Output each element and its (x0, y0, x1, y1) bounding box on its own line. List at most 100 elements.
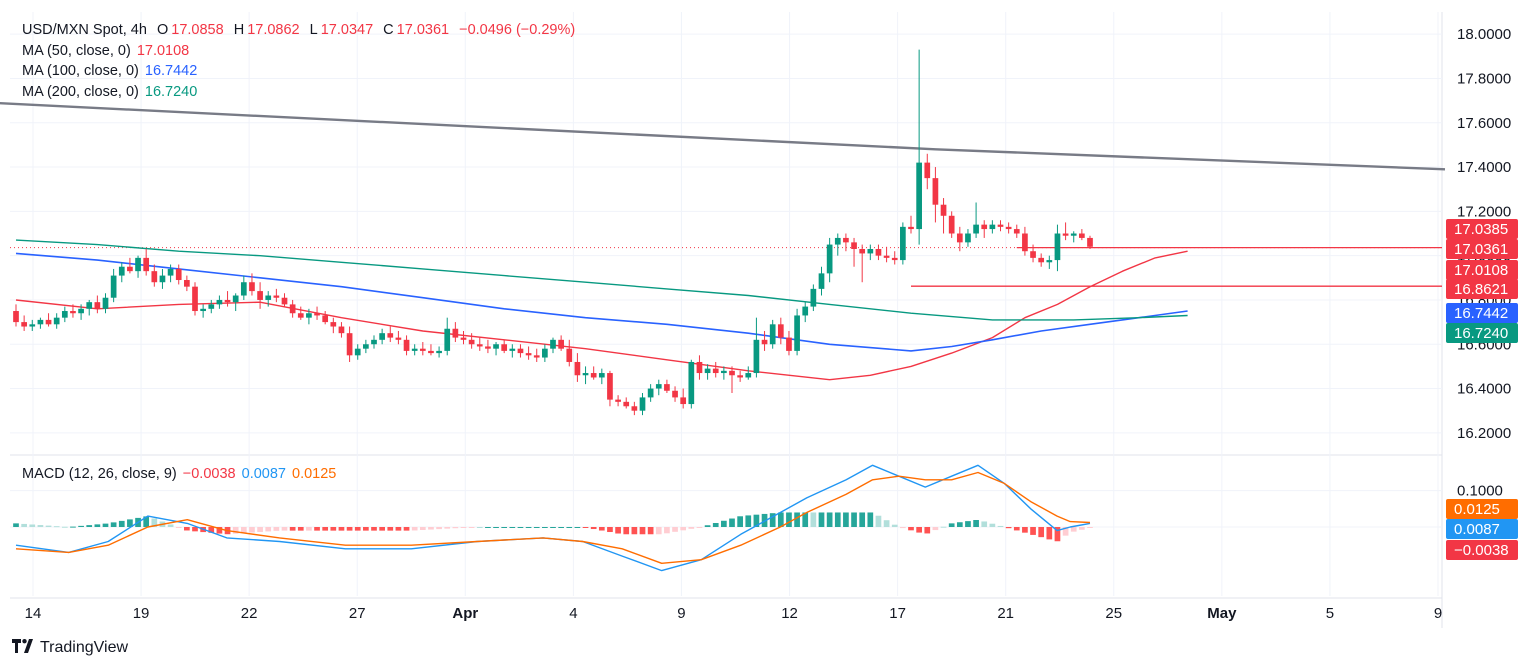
candle[interactable] (110, 275, 117, 298)
candle[interactable] (875, 249, 882, 256)
candle[interactable] (37, 319, 44, 325)
candle[interactable] (647, 388, 654, 398)
candle[interactable] (501, 344, 508, 351)
candle[interactable] (973, 224, 979, 234)
candle[interactable] (989, 224, 996, 230)
candle[interactable] (598, 373, 605, 378)
candle[interactable] (932, 178, 939, 205)
candle[interactable] (891, 257, 898, 261)
candle[interactable] (623, 401, 630, 407)
candle[interactable] (53, 317, 60, 325)
candle[interactable] (802, 306, 809, 316)
candle[interactable] (102, 297, 109, 309)
candle[interactable] (680, 397, 687, 405)
candle[interactable] (184, 280, 190, 287)
candle[interactable] (151, 271, 158, 283)
candle[interactable] (419, 348, 426, 351)
candle[interactable] (127, 266, 133, 272)
interval[interactable]: 4h (130, 22, 147, 38)
candle[interactable] (314, 313, 320, 316)
candle[interactable] (265, 295, 272, 300)
candle[interactable] (159, 275, 166, 283)
ma50-line[interactable] (15, 250, 1188, 381)
candle[interactable] (940, 204, 947, 216)
candle[interactable] (826, 244, 833, 274)
candle[interactable] (78, 308, 84, 314)
candle[interactable] (525, 353, 532, 356)
candle[interactable] (704, 368, 711, 374)
candle[interactable] (330, 322, 337, 327)
candle[interactable] (476, 344, 483, 347)
candle[interactable] (721, 370, 727, 374)
candle[interactable] (956, 233, 963, 243)
candle[interactable] (428, 350, 434, 354)
candle[interactable] (403, 339, 410, 351)
candle[interactable] (786, 337, 792, 351)
candle[interactable] (216, 299, 223, 305)
candle[interactable] (737, 375, 743, 378)
candle[interactable] (1030, 251, 1036, 258)
candle[interactable] (550, 339, 556, 349)
candle[interactable] (346, 333, 353, 356)
candle[interactable] (94, 302, 101, 309)
candle[interactable] (135, 257, 141, 272)
candle[interactable] (818, 273, 825, 289)
candle[interactable] (411, 348, 418, 351)
candle[interactable] (745, 373, 752, 378)
candle[interactable] (118, 266, 125, 276)
candle[interactable] (1005, 226, 1012, 230)
candle[interactable] (607, 373, 613, 400)
candle[interactable] (208, 304, 215, 309)
candle[interactable] (729, 370, 735, 376)
candle[interactable] (867, 249, 874, 254)
candle[interactable] (916, 162, 922, 230)
candle[interactable] (232, 295, 239, 303)
candle[interactable] (175, 268, 182, 281)
candle[interactable] (452, 328, 459, 338)
candle[interactable] (395, 337, 402, 340)
signal-line[interactable] (15, 471, 1091, 564)
candle[interactable] (70, 311, 76, 314)
symbol-name[interactable]: USD/MXN Spot (22, 22, 123, 38)
candle[interactable] (322, 315, 329, 323)
candle[interactable] (688, 361, 695, 405)
candle[interactable] (965, 233, 971, 243)
candle[interactable] (493, 344, 499, 349)
candle[interactable] (908, 226, 914, 230)
candle[interactable] (192, 286, 198, 312)
candle[interactable] (558, 339, 564, 349)
candle[interactable] (631, 406, 638, 411)
candle[interactable] (281, 297, 288, 305)
ma100-line[interactable] (15, 252, 1188, 352)
candle[interactable] (371, 339, 377, 345)
candle[interactable] (1038, 257, 1045, 263)
candle[interactable] (883, 255, 890, 258)
candle[interactable] (1079, 233, 1085, 238)
candle[interactable] (981, 224, 988, 230)
candle[interactable] (769, 324, 776, 345)
candle[interactable] (436, 350, 442, 354)
candle[interactable] (696, 361, 703, 374)
candle[interactable] (485, 346, 491, 349)
candle[interactable] (509, 348, 516, 351)
candle[interactable] (924, 162, 931, 179)
candle[interactable] (354, 348, 361, 356)
candle[interactable] (761, 339, 768, 345)
candle[interactable] (379, 333, 385, 340)
brand-footer[interactable]: TradingView (12, 638, 128, 658)
candle[interactable] (249, 282, 255, 292)
candle[interactable] (306, 313, 312, 318)
candle[interactable] (240, 282, 247, 296)
candle[interactable] (794, 315, 800, 351)
candle[interactable] (444, 328, 451, 351)
candle[interactable] (615, 399, 621, 402)
candle[interactable] (777, 324, 784, 338)
candle[interactable] (363, 344, 369, 349)
candle[interactable] (664, 384, 670, 391)
candle[interactable] (273, 295, 280, 298)
candle[interactable] (851, 242, 857, 250)
candle[interactable] (834, 237, 841, 245)
candle[interactable] (167, 268, 174, 276)
ma200-line[interactable] (15, 239, 1188, 321)
